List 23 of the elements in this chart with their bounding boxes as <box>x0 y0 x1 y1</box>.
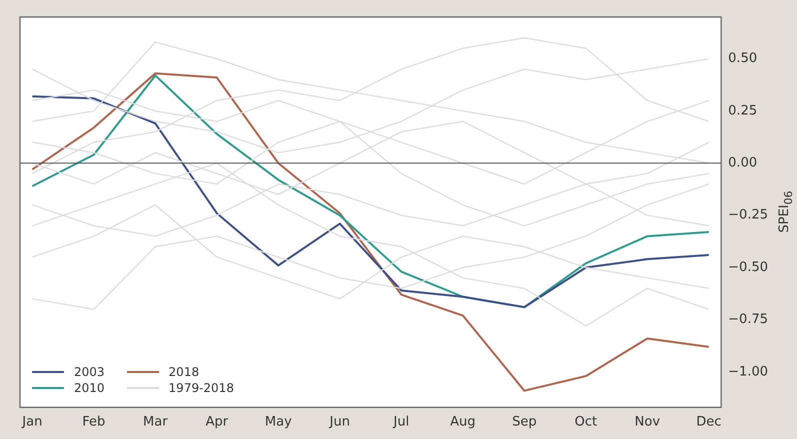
y-tick-label: −0.50 <box>728 260 768 275</box>
y-tick-label: 0.25 <box>728 103 758 118</box>
legend-label: 2010 <box>74 381 105 396</box>
x-tick-label: Apr <box>206 414 229 430</box>
x-tick-label: Aug <box>450 414 476 430</box>
y-tick-label: −0.25 <box>728 208 768 223</box>
x-tick-label: Dec <box>696 414 722 430</box>
x-tick-label: May <box>264 414 292 430</box>
legend-label: 1979-2018 <box>168 381 234 396</box>
x-tick-label: Mar <box>143 414 168 430</box>
legend-label: 2018 <box>168 365 200 380</box>
x-tick-label: Jun <box>328 414 350 430</box>
x-tick-label: Sep <box>512 414 537 430</box>
legend-label: 2003 <box>74 365 105 380</box>
x-tick-label: Nov <box>634 414 660 430</box>
x-tick-label: Jan <box>21 414 42 430</box>
x-tick-label: Oct <box>574 414 598 430</box>
y-tick-label: −1.00 <box>728 364 768 380</box>
x-tick-label: Feb <box>82 414 106 430</box>
y-tick-label: −0.75 <box>728 312 768 328</box>
y-tick-label: 0.50 <box>728 51 758 66</box>
x-tick-label: Jul <box>392 414 410 430</box>
y-tick-label: 0.00 <box>728 156 758 171</box>
